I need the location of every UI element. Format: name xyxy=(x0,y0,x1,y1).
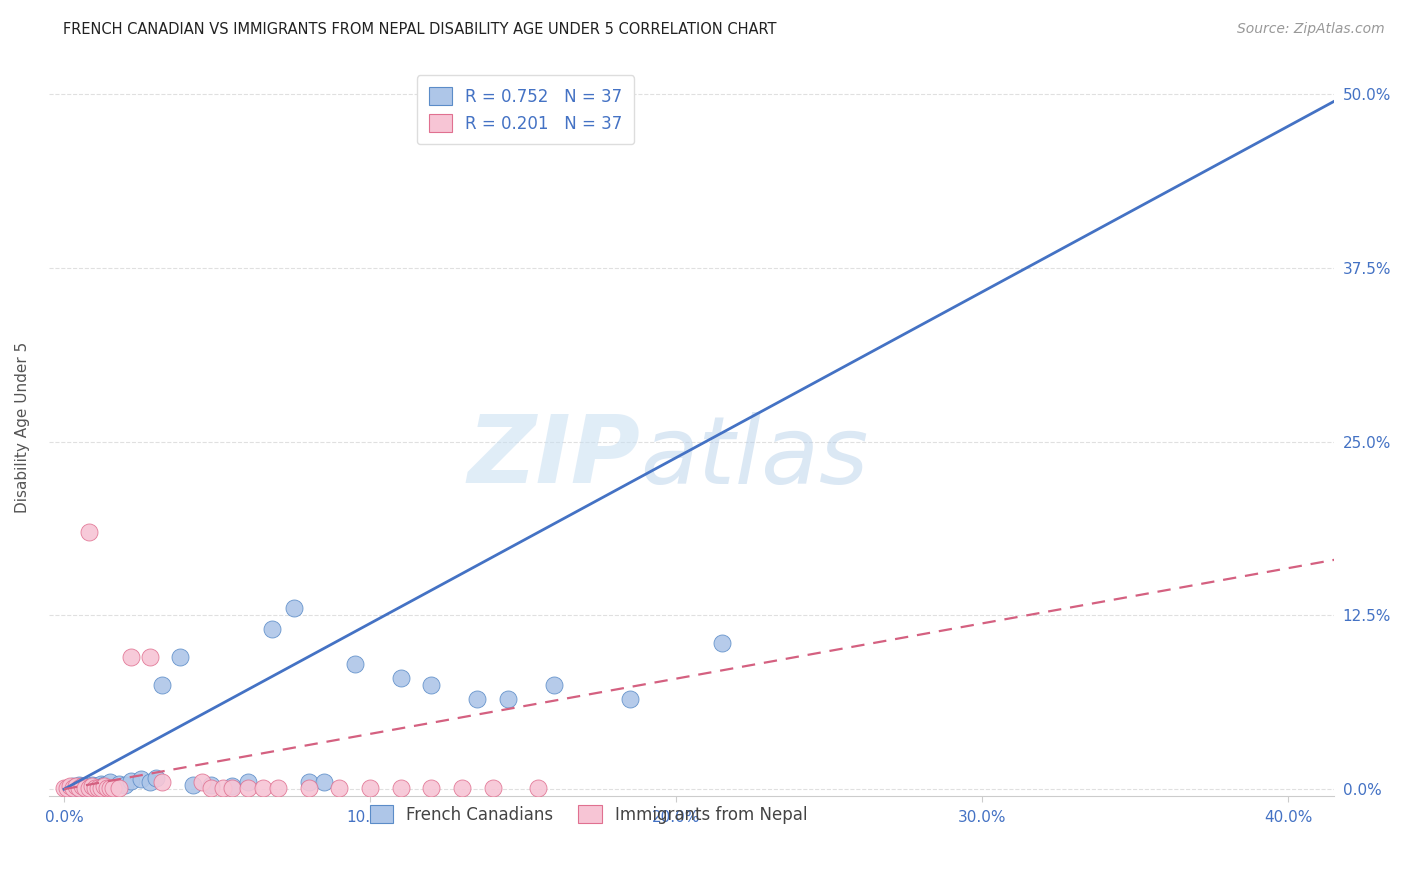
Point xyxy=(150,775,173,789)
Point xyxy=(262,623,284,637)
Point xyxy=(527,780,550,795)
Point xyxy=(359,780,381,795)
Point xyxy=(451,780,474,795)
Point xyxy=(221,780,243,794)
Point xyxy=(90,776,112,790)
Point xyxy=(314,775,336,789)
Point xyxy=(80,778,103,792)
Point xyxy=(139,775,162,789)
Point xyxy=(65,780,87,794)
Point xyxy=(420,678,443,692)
Point xyxy=(283,601,305,615)
Point xyxy=(129,772,152,787)
Point xyxy=(543,678,565,692)
Point xyxy=(200,778,222,792)
Point xyxy=(298,775,321,789)
Point xyxy=(72,780,94,794)
Text: atlas: atlas xyxy=(640,412,869,503)
Point xyxy=(108,780,131,795)
Text: Source: ZipAtlas.com: Source: ZipAtlas.com xyxy=(1237,22,1385,37)
Point xyxy=(150,678,173,692)
Point xyxy=(145,771,167,785)
Point xyxy=(108,776,131,790)
Point xyxy=(200,780,222,795)
Point xyxy=(75,780,97,795)
Point xyxy=(75,780,97,795)
Text: FRENCH CANADIAN VS IMMIGRANTS FROM NEPAL DISABILITY AGE UNDER 5 CORRELATION CHAR: FRENCH CANADIAN VS IMMIGRANTS FROM NEPAL… xyxy=(63,22,776,37)
Point xyxy=(83,780,105,795)
Point xyxy=(252,780,274,795)
Point xyxy=(72,780,94,794)
Point xyxy=(65,780,87,795)
Point xyxy=(420,780,443,795)
Point xyxy=(465,691,488,706)
Point xyxy=(221,780,243,795)
Point xyxy=(59,780,82,794)
Point xyxy=(62,780,84,794)
Point xyxy=(101,780,124,795)
Point xyxy=(62,780,84,795)
Point xyxy=(77,780,100,794)
Point xyxy=(120,650,142,665)
Point xyxy=(90,780,112,795)
Point xyxy=(77,524,100,539)
Point xyxy=(389,780,412,795)
Point xyxy=(619,691,641,706)
Point xyxy=(711,636,734,650)
Legend: French Canadians, Immigrants from Nepal: French Canadians, Immigrants from Nepal xyxy=(359,794,820,836)
Point xyxy=(169,650,191,665)
Point xyxy=(236,780,259,795)
Point xyxy=(87,780,110,795)
Point xyxy=(481,780,503,795)
Point xyxy=(59,780,82,795)
Point xyxy=(93,778,115,792)
Point xyxy=(83,780,105,794)
Point xyxy=(114,778,136,792)
Point xyxy=(181,778,204,792)
Point xyxy=(236,775,259,789)
Point xyxy=(212,780,235,795)
Point xyxy=(98,775,121,789)
Point xyxy=(298,780,321,795)
Point xyxy=(77,780,100,795)
Text: ZIP: ZIP xyxy=(467,411,640,503)
Point xyxy=(139,650,162,665)
Point xyxy=(67,780,90,795)
Point xyxy=(96,780,118,795)
Point xyxy=(87,780,110,795)
Point xyxy=(67,778,90,792)
Point xyxy=(191,775,214,789)
Point xyxy=(328,780,350,795)
Point xyxy=(496,691,519,706)
Point xyxy=(80,780,103,794)
Point xyxy=(120,773,142,788)
Point xyxy=(389,671,412,685)
Point xyxy=(56,780,79,795)
Point xyxy=(93,780,115,794)
Point xyxy=(267,780,290,795)
Point xyxy=(53,780,76,795)
Point xyxy=(343,657,366,671)
Point xyxy=(98,780,121,795)
Y-axis label: Disability Age Under 5: Disability Age Under 5 xyxy=(15,343,30,514)
